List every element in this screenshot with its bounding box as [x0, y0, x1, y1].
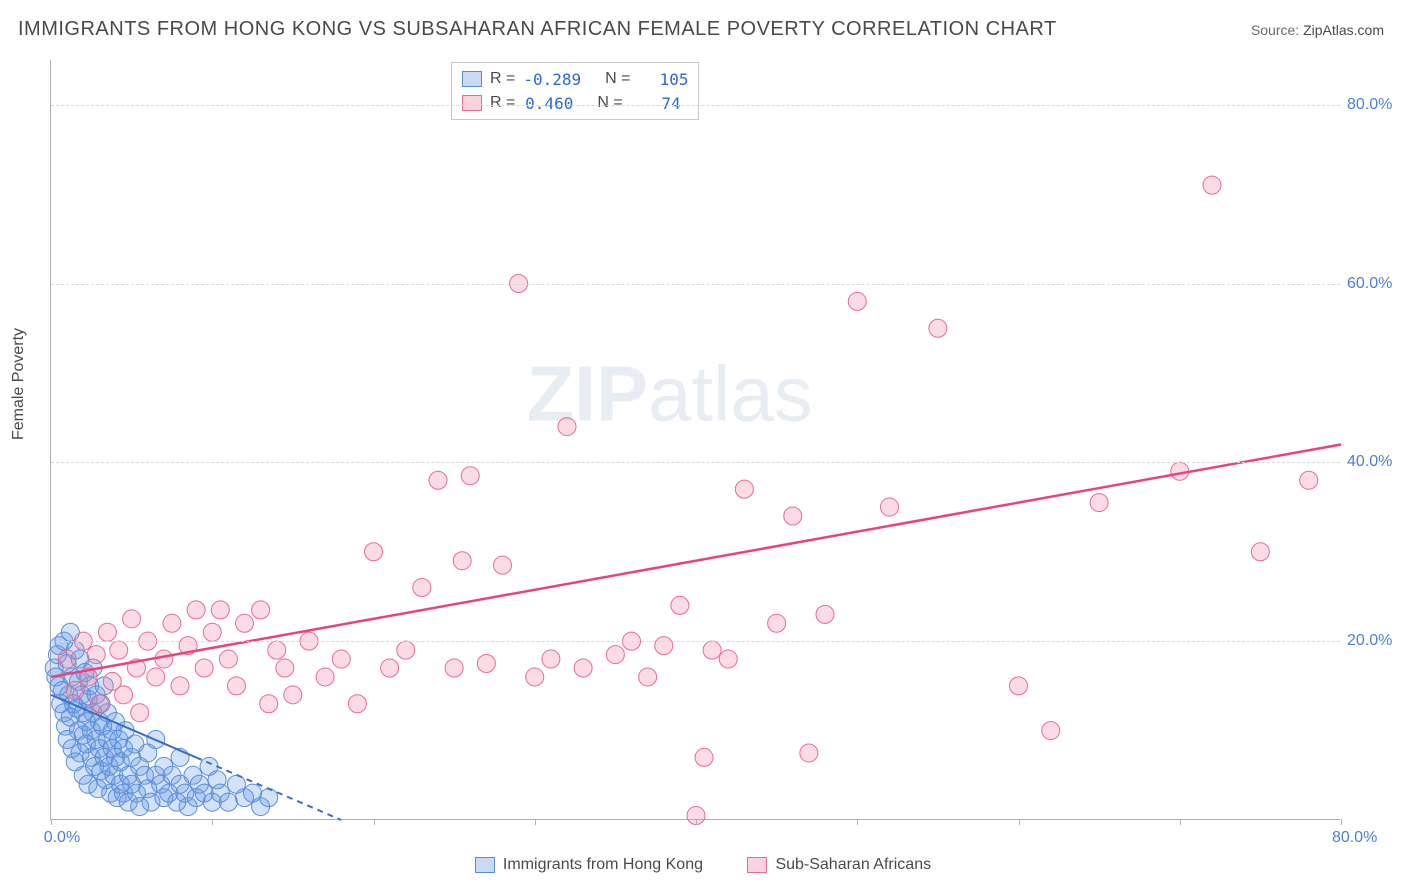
gridline [51, 462, 1340, 463]
scatter-point [110, 641, 128, 659]
scatter-point [848, 292, 866, 310]
legend-label-1: Immigrants from Hong Kong [503, 856, 703, 874]
scatter-point [558, 418, 576, 436]
scatter-point [260, 695, 278, 713]
scatter-point [671, 596, 689, 614]
x-tick-label: 80.0% [1332, 829, 1377, 847]
scatter-point [163, 614, 181, 632]
scatter-point [768, 614, 786, 632]
scatter-point [703, 641, 721, 659]
source-attribution: Source: ZipAtlas.com [1251, 22, 1384, 38]
scatter-svg [51, 60, 1340, 819]
y-axis-label: Female Poverty [10, 328, 28, 440]
plot-area: ZIPatlas R = -0.289 N = 105 R = 0.460 N … [50, 60, 1340, 820]
scatter-point [227, 677, 245, 695]
swatch-blue-icon [475, 857, 495, 873]
x-tick [696, 819, 697, 825]
scatter-point [381, 659, 399, 677]
scatter-point [477, 655, 495, 673]
scatter-point [445, 659, 463, 677]
legend-item-2: Sub-Saharan Africans [747, 856, 931, 874]
scatter-point [542, 650, 560, 668]
x-tick [1180, 819, 1181, 825]
scatter-point [284, 686, 302, 704]
scatter-point [413, 579, 431, 597]
scatter-point [881, 498, 899, 516]
scatter-point [219, 793, 237, 811]
scatter-point [316, 668, 334, 686]
scatter-point [735, 480, 753, 498]
scatter-point [800, 744, 818, 762]
scatter-point [236, 614, 254, 632]
y-tick-label: 60.0% [1347, 275, 1402, 293]
scatter-point [397, 641, 415, 659]
chart-title: IMMIGRANTS FROM HONG KONG VS SUBSAHARAN … [18, 18, 1057, 41]
scatter-point [155, 650, 173, 668]
legend-item-1: Immigrants from Hong Kong [475, 856, 703, 874]
y-tick-label: 20.0% [1347, 632, 1402, 650]
gridline [51, 284, 1340, 285]
scatter-point [494, 556, 512, 574]
x-tick [535, 819, 536, 825]
scatter-point [171, 677, 189, 695]
scatter-point [1010, 677, 1028, 695]
scatter-point [719, 650, 737, 668]
scatter-point [1300, 471, 1318, 489]
scatter-point [58, 650, 76, 668]
scatter-point [268, 641, 286, 659]
x-tick [212, 819, 213, 825]
scatter-point [276, 659, 294, 677]
scatter-point [365, 543, 383, 561]
scatter-point [816, 605, 834, 623]
scatter-point [784, 507, 802, 525]
legend-label-2: Sub-Saharan Africans [775, 856, 931, 874]
scatter-point [98, 623, 116, 641]
scatter-point [526, 668, 544, 686]
scatter-point [195, 659, 213, 677]
scatter-point [348, 695, 366, 713]
scatter-point [453, 552, 471, 570]
x-tick [857, 819, 858, 825]
scatter-point [90, 695, 108, 713]
scatter-point [1203, 176, 1221, 194]
source-label: Source: [1251, 22, 1299, 38]
gridline [51, 105, 1340, 106]
scatter-point [87, 646, 105, 664]
scatter-point [429, 471, 447, 489]
gridline [51, 641, 1340, 642]
x-tick [51, 819, 52, 825]
x-tick-label: 0.0% [44, 829, 80, 847]
scatter-point [574, 659, 592, 677]
source-value: ZipAtlas.com [1303, 22, 1384, 38]
swatch-pink-icon [747, 857, 767, 873]
x-tick [1019, 819, 1020, 825]
scatter-point [1042, 722, 1060, 740]
scatter-point [606, 646, 624, 664]
scatter-point [929, 319, 947, 337]
scatter-point [66, 681, 84, 699]
scatter-point [187, 601, 205, 619]
scatter-point [123, 610, 141, 628]
scatter-point [461, 467, 479, 485]
scatter-point [115, 686, 133, 704]
scatter-point [131, 704, 149, 722]
scatter-point [211, 601, 229, 619]
scatter-point [639, 668, 657, 686]
scatter-point [1090, 494, 1108, 512]
scatter-point [252, 601, 270, 619]
scatter-point [695, 748, 713, 766]
y-tick-label: 80.0% [1347, 96, 1402, 114]
scatter-point [147, 668, 165, 686]
x-tick [1341, 819, 1342, 825]
scatter-point [219, 650, 237, 668]
scatter-point [332, 650, 350, 668]
bottom-legend: Immigrants from Hong Kong Sub-Saharan Af… [0, 856, 1406, 878]
scatter-point [260, 789, 278, 807]
x-tick [374, 819, 375, 825]
y-tick-label: 40.0% [1347, 453, 1402, 471]
scatter-point [1251, 543, 1269, 561]
scatter-point [203, 623, 221, 641]
scatter-point [655, 637, 673, 655]
